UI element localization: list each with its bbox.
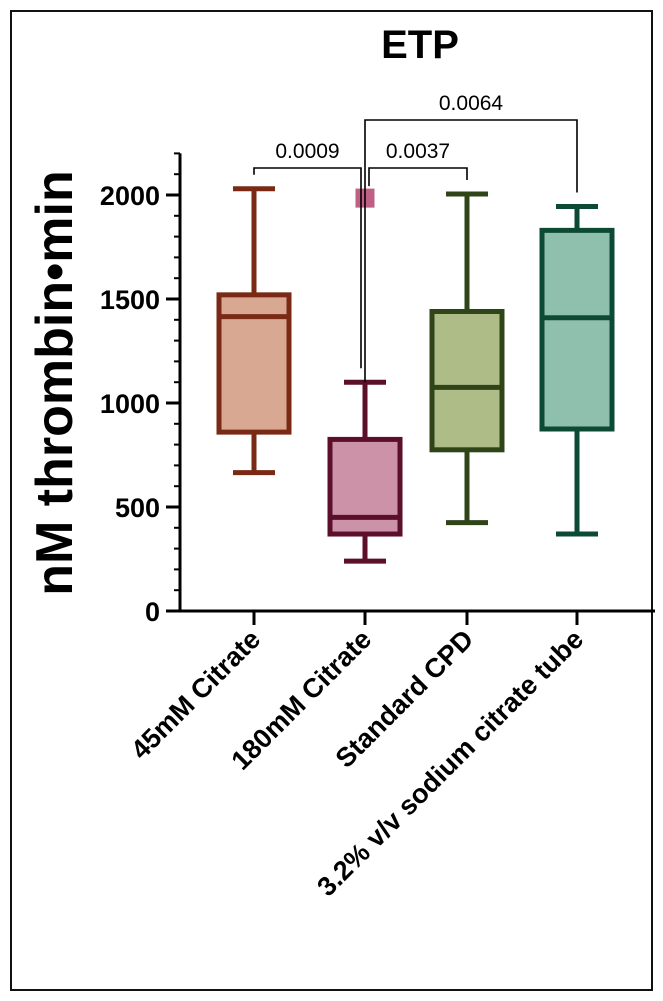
y-tick-label: 0 — [145, 597, 160, 627]
comparison-bracket — [253, 167, 362, 369]
p-value-label: 0.0037 — [386, 140, 450, 163]
box-iqr — [429, 308, 505, 453]
boxes — [216, 186, 615, 564]
comparison-brackets: 0.0009 0.0037 0.0064 — [253, 92, 578, 383]
y-axis-label: nM thrombin•min — [26, 170, 84, 595]
comparison-bracket — [364, 119, 578, 383]
y-tick-label: 2000 — [100, 181, 160, 211]
box-group — [539, 203, 615, 537]
figure-frame — [10, 10, 653, 991]
chart-title: ETP — [381, 23, 459, 67]
axes: 0 500 1000 1500 2000 — [100, 152, 655, 627]
box-group — [216, 186, 292, 476]
p-value-label: 0.0009 — [275, 140, 339, 163]
box-iqr — [539, 227, 615, 432]
y-tick-label: 1500 — [100, 285, 160, 315]
p-value-label: 0.0064 — [439, 92, 504, 115]
y-tick-label: 1000 — [100, 389, 160, 419]
box-group — [429, 191, 505, 526]
comparison-bracket — [368, 167, 468, 187]
y-tick-label: 500 — [115, 493, 160, 523]
